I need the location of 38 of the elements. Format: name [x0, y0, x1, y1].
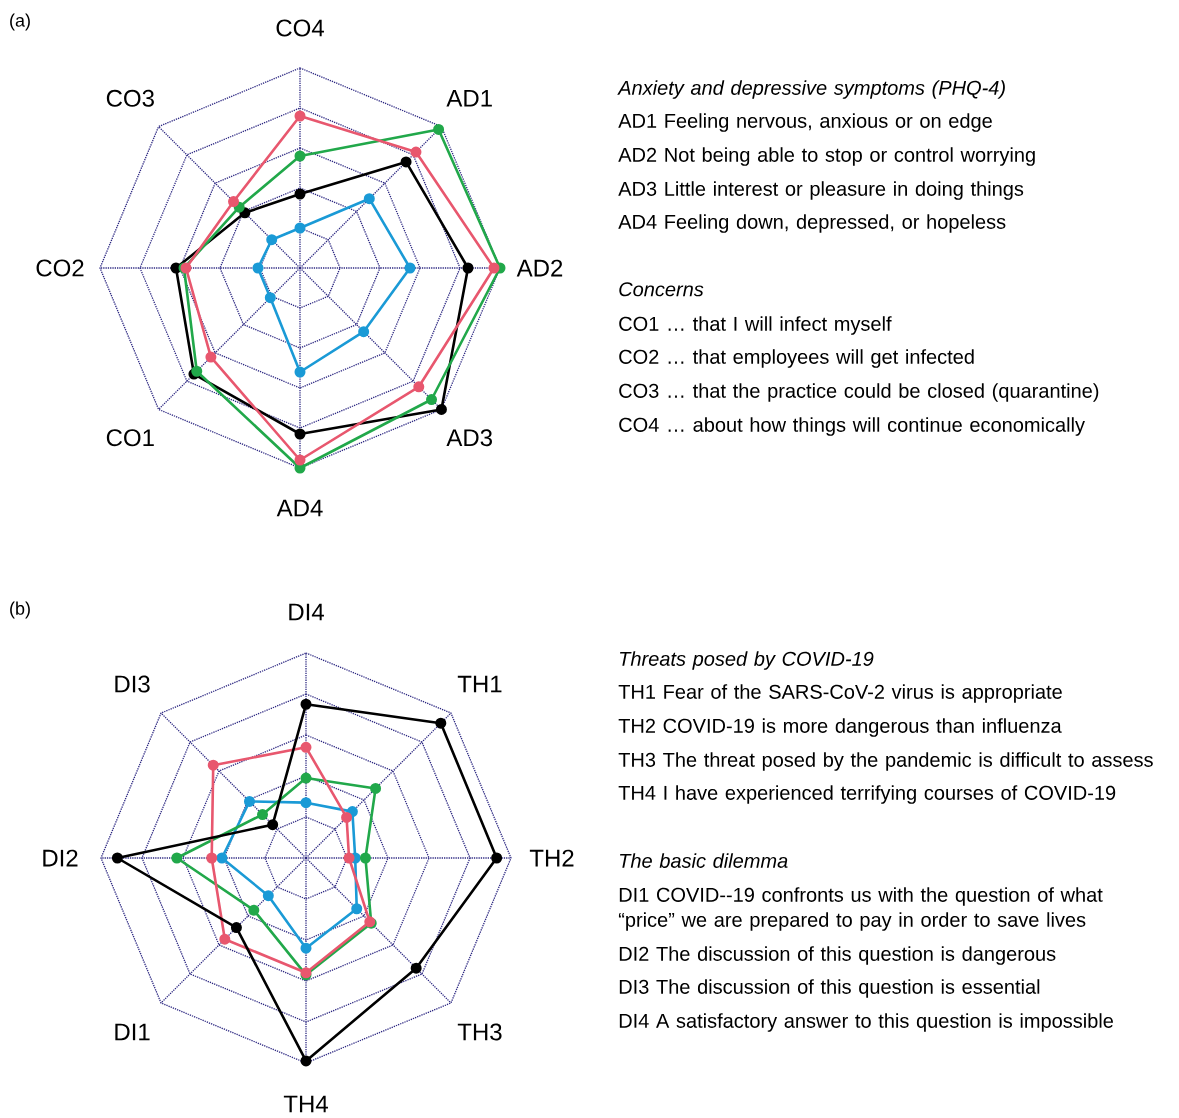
- spoke-label: DI3: [115, 675, 150, 693]
- text: AD3 Little interest or pleasure in doing things: [618, 181, 1024, 200]
- spoke-label: AD3: [446, 429, 492, 447]
- text: TH1 Fear of the SARS-CoV-2 virus is appropriate: [618, 684, 1062, 703]
- spoke-label: AD2: [516, 259, 563, 277]
- spoke-label: DI4: [289, 603, 324, 621]
- spoke-label: CO4: [276, 19, 324, 37]
- text: AD4 Feeling down, depressed, or hopeless: [618, 214, 1006, 233]
- spoke-label: CO3: [106, 89, 154, 107]
- spoke-label: TH3: [457, 1023, 502, 1041]
- text: AD2 Not being able to stop or control worrying: [618, 147, 1035, 166]
- text: TH4 I have experienced terrifying courses of COVID-19: [618, 785, 1116, 804]
- text: Threats posed by COVID-19: [620, 651, 874, 670]
- text: TH3 The threat posed by the pandemic is difficult to assess: [618, 752, 1153, 771]
- text: DI1 COVID--19 confronts us with the question of what “price” we are prepared to pay in order to save lives: [618, 887, 1103, 931]
- spoke-label: DI1: [115, 1023, 150, 1041]
- text: DI4 A satisfactory answer to this question is impossible: [619, 1013, 1113, 1032]
- text: CO3 … that the practice could be closed (quarantine): [619, 383, 1099, 402]
- text: Anxiety and depressive symptoms (PHQ-4): [617, 80, 1005, 99]
- spoke-label: AD4: [276, 499, 323, 517]
- spoke-label: TH4: [283, 1095, 328, 1113]
- text: Concerns: [619, 282, 704, 297]
- text: (b): [10, 601, 30, 619]
- text: CO2 … that employees will get infected: [619, 349, 974, 368]
- text: The basic dilemma: [620, 853, 788, 868]
- spoke-label: TH2: [529, 849, 574, 867]
- text: DI3 The discussion of this question is essential: [619, 979, 1040, 998]
- spoke-label: CO1: [106, 429, 154, 447]
- text: (a): [10, 13, 30, 31]
- spoke-label: TH1: [457, 675, 502, 693]
- spoke-label: CO2: [36, 259, 84, 277]
- text: TH2 COVID-19 is more dangerous than influenza: [618, 718, 1062, 737]
- text: DI2 The discussion of this question is dangerous: [619, 946, 1056, 965]
- text: CO4 … about how things will continue economically: [619, 417, 1085, 436]
- text: AD1 Feeling nervous, anxious or on edge: [618, 113, 992, 132]
- spoke-label: DI2: [43, 849, 78, 867]
- text: CO1 … that I will infect myself: [619, 316, 892, 335]
- spoke-label: AD1: [446, 90, 492, 107]
